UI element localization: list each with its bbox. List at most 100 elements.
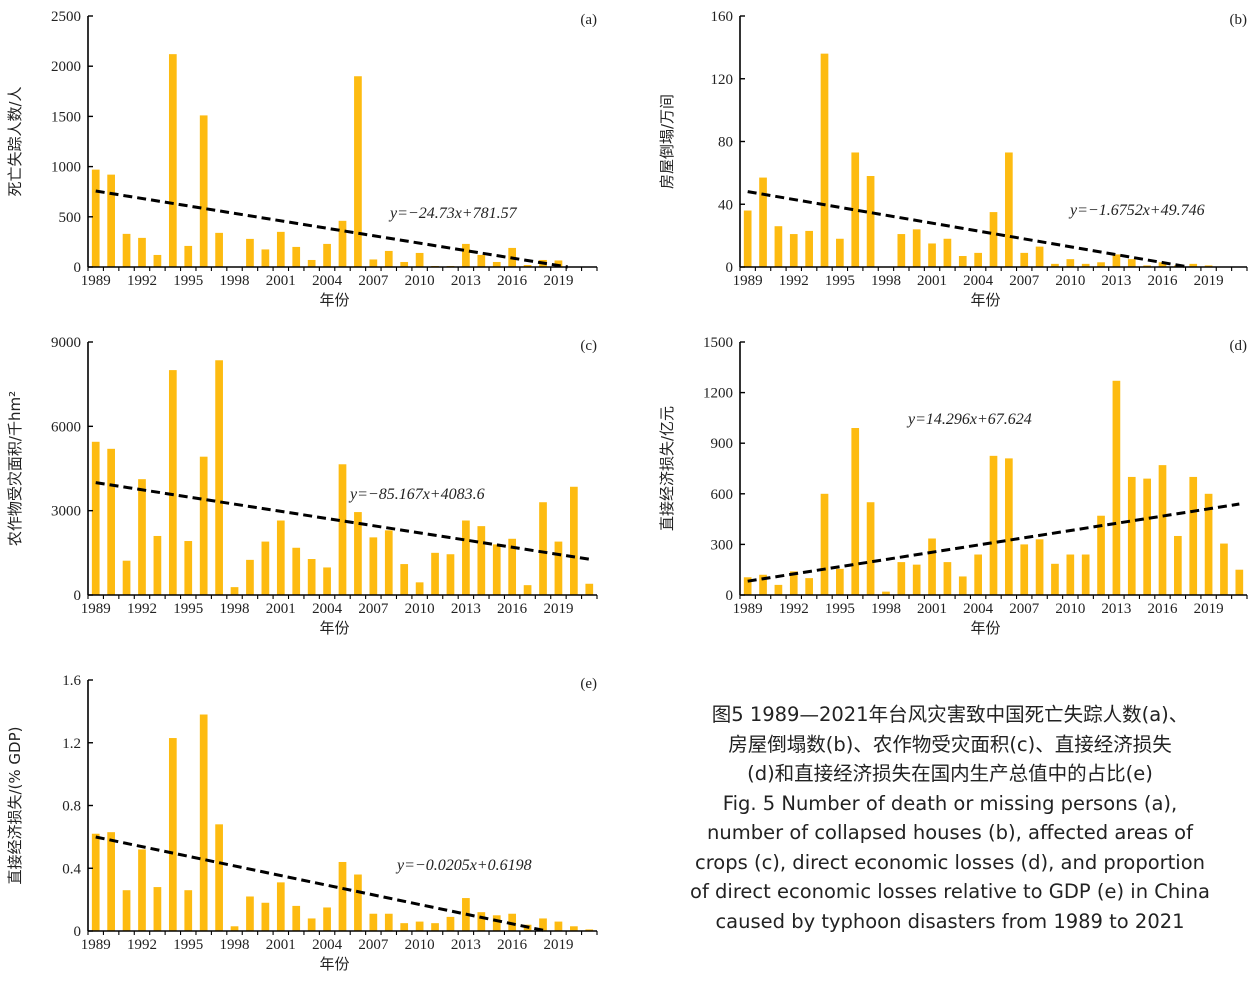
panel-3-bar-2008 [384, 530, 393, 595]
panel-2-x-tick-label: 2019 [1194, 273, 1224, 289]
panel-3-bar-1991 [122, 560, 131, 595]
panel-1-bar-2001 [276, 231, 285, 267]
panel-3-bar-1989 [91, 441, 100, 595]
panel-4-bar-2003 [958, 576, 967, 595]
panel-3-bar-2000 [261, 541, 270, 595]
panel-3-y-tick-label: 3000 [51, 504, 81, 520]
panel-5-bar-1993 [153, 887, 162, 931]
panel-3-bar-2018 [539, 502, 547, 595]
panel-5-x-tick-label: 1989 [81, 937, 111, 953]
panel-2-y-tick-label: 80 [718, 135, 733, 151]
panel-3-bar-2002 [292, 547, 301, 595]
panel-1-bar-1993 [153, 254, 162, 267]
panel-1-x-tick-label: 2010 [405, 273, 435, 289]
panel-2-bar-2010 [1066, 259, 1075, 267]
caption-zh-line-2: 房屋倒塌数(b)、农作物受灾面积(c)、直接经济损失 [728, 732, 1172, 756]
panel-5-y-tick-label: 1.2 [62, 736, 81, 752]
panel-1-bar-1994 [168, 54, 177, 268]
panel-2-y-axis-label: 房屋倒塌/万间 [658, 94, 676, 189]
caption-en-line-4: of direct economic losses relative to GD… [690, 880, 1210, 903]
panel-5-bar-2001 [276, 882, 285, 931]
panel-2-y-tick-label: 120 [711, 72, 734, 88]
panel-3-trend-equation: y=−85.167x+4083.6 [348, 486, 485, 503]
panel-4-bar-2021 [1235, 569, 1244, 595]
panel-2-bar-2003 [958, 256, 967, 267]
panel-3-x-axis-label: 年份 [319, 619, 349, 637]
panel-4-bar-2008 [1035, 539, 1044, 595]
panel-5-x-tick-label: 1995 [173, 937, 203, 953]
panel-4-bar-2013 [1112, 380, 1121, 595]
panel-2-bar-2009 [1051, 263, 1059, 267]
panel-5-y-tick-label: 0.4 [62, 861, 81, 877]
panel-3-x-tick-label: 1992 [127, 601, 157, 617]
panel-3-bar-2019 [554, 541, 563, 595]
panel-4-bar-2006 [1005, 458, 1013, 595]
panel-5-bar-1991 [122, 890, 131, 931]
panel-4-bar-1994 [820, 493, 829, 595]
panel-5-bar-2008 [384, 913, 393, 931]
panel-4-bar-1989 [743, 577, 752, 595]
panel-1-bar-1999 [246, 238, 254, 267]
caption-zh-line-3: (d)和直接经济损失在国内生产总值中的占比(e) [747, 762, 1153, 785]
panel-1-x-tick-label: 1998 [220, 273, 250, 289]
panel-2-y-tick-label: 0 [726, 260, 734, 276]
panel-4-bar-2017 [1174, 535, 1182, 595]
panel-1-bar-2008 [384, 250, 393, 267]
panel-2-x-tick-label: 2016 [1148, 273, 1179, 289]
caption-en-line-5: caused by typhoon disasters from 1989 to… [715, 909, 1185, 933]
panel-4-x-axis-label: 年份 [970, 619, 1000, 637]
panel-4-y-tick-label: 1200 [703, 386, 733, 402]
panel-5-y-tick-label: 0 [74, 924, 82, 940]
panel-3-bar-2014 [477, 526, 486, 595]
panel-3-bar-1999 [246, 559, 254, 595]
panel-1-y-tick-label: 1000 [51, 160, 81, 176]
panel-5-bar-1996 [199, 714, 208, 931]
panel-5-bar-1992 [138, 849, 146, 931]
panel-2-x-tick-label: 1998 [871, 273, 901, 289]
panel-4-bar-2005 [989, 455, 998, 595]
panel-4-bar-2001 [928, 538, 936, 595]
panel-1-y-tick-label: 2500 [51, 9, 81, 25]
panel-2-bar-2013 [1112, 254, 1121, 267]
panel-1-x-tick-label: 2001 [266, 273, 296, 289]
panel-4-y-tick-label: 300 [711, 537, 734, 553]
panel-5-trendline [95, 835, 547, 933]
panel-2-bar-1993 [805, 230, 813, 267]
panel-3-bar-1993 [153, 535, 162, 595]
panel-5-x-tick-label: 2013 [451, 937, 481, 953]
panel-5-x-tick-label: 2001 [266, 937, 296, 953]
panel-1-bar-1992 [138, 237, 146, 267]
panel-5-x-tick-label: 1998 [220, 937, 250, 953]
panel-2-bar-2000 [912, 229, 921, 267]
panel-5-bar-2003 [307, 918, 316, 931]
panel-5-x-tick-label: 2010 [405, 937, 435, 953]
panel-2-bar-2007 [1020, 252, 1029, 267]
panel-2-x-tick-label: 1995 [825, 273, 855, 289]
panel-4-bar-1995 [836, 568, 844, 595]
panel-5-trend-equation: y=−0.0205x+0.6198 [395, 857, 532, 874]
panel-3-bar-2021 [585, 583, 594, 595]
panel-5-x-tick-label: 1992 [127, 937, 157, 953]
figure-caption: 图5 1989—2021年台风灾害致中国死亡失踪人数(a)、 房屋倒塌数(b)、… [650, 700, 1250, 936]
panel-4-y-tick-label: 0 [726, 588, 734, 604]
panel-1-bar-2006 [354, 76, 362, 268]
panel-4-y-axis-label: 直接经济损失/亿元 [658, 406, 676, 531]
panel-5-bar-2000 [261, 902, 270, 931]
panel-2-x-tick-label: 1992 [779, 273, 809, 289]
panel-2-bar-2018 [1189, 263, 1198, 267]
panel-5-y-tick-label: 0.8 [62, 799, 81, 815]
panel-4-x-tick-label: 1995 [825, 601, 855, 617]
caption-en-line-3: crops (c), direct economic losses (d), a… [695, 850, 1205, 874]
panel-2-x-tick-label: 1989 [733, 273, 763, 289]
panel-2-bar-2005 [989, 212, 998, 267]
panel-1-y-tick-label: 1500 [51, 109, 81, 125]
panel-4-bar-2015 [1143, 478, 1151, 595]
panel-5-x-tick-label: 2004 [312, 937, 343, 953]
panel-4-x-tick-label: 2019 [1194, 601, 1224, 617]
panel-3-y-tick-label: 6000 [51, 419, 81, 435]
panel-5-bar-2015 [492, 915, 501, 931]
panel-1-bar-2003 [307, 259, 316, 267]
panel-2-bar-1999 [897, 234, 906, 267]
panel-4-bar-2007 [1020, 544, 1029, 595]
panel-4-bar-2019 [1204, 493, 1213, 595]
